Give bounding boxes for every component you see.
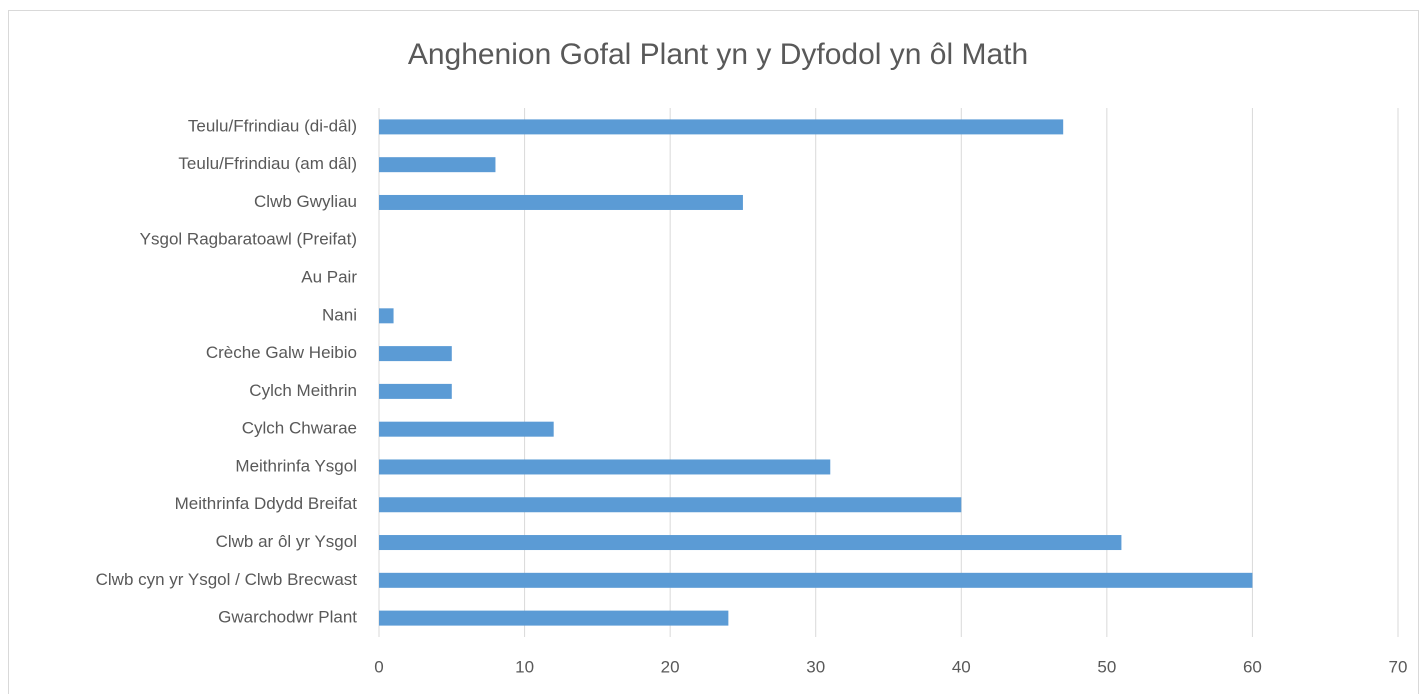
x-tick-label: 70	[1389, 657, 1408, 676]
y-tick-label: Meithrinfa Ysgol	[235, 456, 357, 475]
y-tick-label: Cylch Chwarae	[242, 419, 357, 438]
y-tick-label: Clwb Gwyliau	[254, 192, 357, 211]
y-tick-label: Cylch Meithrin	[249, 381, 357, 400]
bar	[379, 535, 1122, 551]
y-tick-label: Clwb ar ôl yr Ysgol	[216, 532, 357, 551]
chart-title: Anghenion Gofal Plant yn y Dyfodol yn ôl…	[408, 38, 1028, 71]
y-tick-label: Teulu/Ffrindiau (di-dâl)	[188, 116, 357, 135]
y-tick-label: Clwb cyn yr Ysgol / Clwb Brecwast	[96, 570, 358, 589]
bar	[379, 119, 1064, 135]
x-tick-label: 40	[952, 657, 971, 676]
y-tick-label: Gwarchodwr Plant	[218, 608, 357, 627]
bar	[379, 459, 831, 475]
bar	[379, 346, 452, 362]
x-tick-label: 50	[1097, 657, 1116, 676]
bar	[379, 308, 394, 324]
bar	[379, 194, 743, 210]
x-tick-label: 30	[806, 657, 825, 676]
y-tick-label: Ysgol Ragbaratoawl (Preifat)	[140, 230, 357, 249]
x-tick-label: 60	[1243, 657, 1262, 676]
bar	[379, 421, 554, 437]
y-tick-label: Au Pair	[301, 268, 357, 287]
bar	[379, 383, 452, 399]
y-tick-label: Teulu/Ffrindiau (am dâl)	[178, 154, 357, 173]
x-tick-label: 10	[515, 657, 534, 676]
y-tick-label: Crèche Galw Heibio	[206, 343, 357, 362]
x-tick-label: 0	[374, 657, 383, 676]
bar	[379, 497, 962, 513]
bar	[379, 610, 729, 626]
bar	[379, 157, 496, 173]
y-tick-label: Nani	[322, 305, 357, 324]
y-tick-label: Meithrinfa Ddydd Breifat	[175, 494, 358, 513]
bar	[379, 572, 1253, 588]
x-tick-label: 20	[661, 657, 680, 676]
